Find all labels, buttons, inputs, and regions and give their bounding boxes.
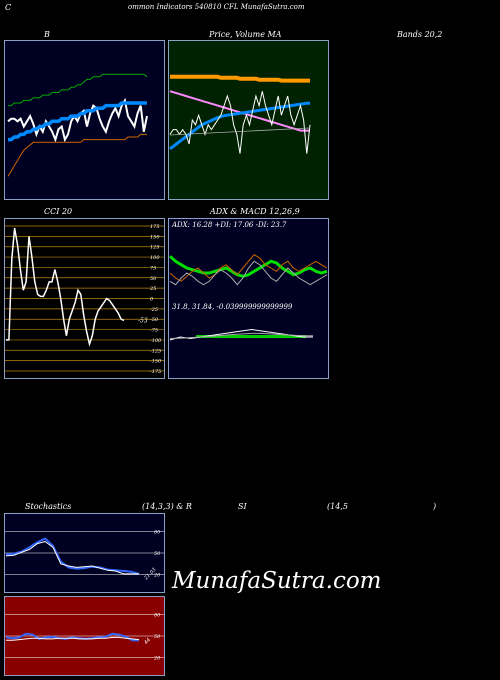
cci-tick-label: -25 <box>150 307 158 313</box>
cci-tick-label: 125 <box>150 245 160 251</box>
cci-tick-label: -125 <box>150 348 161 354</box>
stoch-label-c: SI <box>238 502 247 511</box>
cci-tick-label: -175 <box>150 369 161 375</box>
rsi-tick-label: 20 <box>153 656 161 662</box>
cci-tick-label: 175 <box>150 224 160 230</box>
adx-series-0 <box>169 255 328 278</box>
stoch-series-0 <box>5 537 140 575</box>
bands-right-label: Bands 20,2 <box>397 30 443 39</box>
cci-tick-label: -75 <box>150 328 158 334</box>
price-ma-series-2 <box>169 101 310 151</box>
cci-chart: 175 150 125 100 75 50 25 0 -25 -50 -75 -100 -125 -150… <box>4 218 165 379</box>
rsi-last-label: 44 <box>142 637 151 646</box>
page-title: ommon Indicators 540810 CFL MunafaSutra.… <box>128 3 305 11</box>
macd-readout: 31.8, 31.84, -0.039999999999999 <box>172 303 293 311</box>
stoch-tick-label: 50 <box>154 551 161 557</box>
adx-macd-chart: ADX: 16.28 +DI: 17.06 -DI: 23.7 31.8, 31.… <box>168 218 329 379</box>
cci-tick-label: -150 <box>150 359 162 365</box>
adx-macd-label: ADX & MACD 12,26,9 <box>210 207 300 216</box>
price-ma-series-3 <box>169 91 311 154</box>
stoch-panel: 80 50 20 21.03 <box>4 513 165 593</box>
bollinger-series-3 <box>7 133 147 177</box>
stoch-tick-label: 20 <box>153 573 161 579</box>
stoch-label-e: ) <box>433 502 437 511</box>
panel-frame <box>168 218 329 379</box>
watermark: MunafaSutra.com <box>172 568 382 594</box>
cci-series-0 <box>6 227 125 347</box>
price-volume-ma-label: Price, Volume MA <box>209 30 282 39</box>
rsi-series-1 <box>6 636 140 641</box>
adx-readout: ADX: 16.28 +DI: 17.06 -DI: 23.7 <box>171 221 287 229</box>
panel-frame <box>168 40 329 200</box>
bollinger-panel <box>4 40 165 200</box>
adx-panel: ADX: 16.28 +DI: 17.06 -DI: 23.7 31.8, 31.… <box>168 218 329 379</box>
bollinger-series-1 <box>8 101 147 142</box>
price-ma-panel <box>168 40 329 200</box>
stoch-label-b: (14,3,3) & R <box>142 502 192 511</box>
price-ma-series-0 <box>170 74 310 83</box>
stoch-label-d: (14,5 <box>327 502 348 511</box>
bollinger-series-2 <box>8 73 148 107</box>
cci-tick-label: 25 <box>149 286 156 292</box>
cci-tick-label: 0 <box>150 297 154 303</box>
adx-series-1 <box>169 254 328 282</box>
rsi-series-0 <box>5 632 139 642</box>
rsi-tick-label: 50 <box>154 634 161 640</box>
bollinger-left-label: B <box>44 30 50 39</box>
stoch-series-1 <box>5 540 139 575</box>
cci-tick-label: 100 <box>150 255 160 261</box>
price-ma-chart <box>168 40 329 200</box>
bollinger-chart <box>4 40 165 200</box>
cci-tick-label: 50 <box>150 276 157 282</box>
cci-tick-label: -50 <box>150 317 159 323</box>
stoch-label-a: Stochastics <box>25 502 72 511</box>
cci-label: CCI 20 <box>44 207 73 216</box>
rsi-tick-label: 80 <box>154 612 161 618</box>
macd-histogram <box>196 335 306 338</box>
adx-series-2 <box>169 260 328 286</box>
rsi-chart: 80 50 20 44 <box>4 596 165 676</box>
cci-last-label: -53 <box>138 317 148 324</box>
cci-tick-label: -100 <box>150 338 162 344</box>
stoch-tick-label: 80 <box>154 529 161 535</box>
macd-series-1 <box>169 332 313 339</box>
cci-tick-label: 150 <box>150 234 160 240</box>
cci-panel: 175 150 125 100 75 50 25 0 -25 -50 -75 -100 -125 -150… <box>4 218 165 379</box>
header-c: C <box>5 3 12 12</box>
rsi-panel: 80 50 20 44 <box>4 596 165 676</box>
price-support-line <box>169 127 311 136</box>
cci-tick-label: 75 <box>150 265 156 271</box>
